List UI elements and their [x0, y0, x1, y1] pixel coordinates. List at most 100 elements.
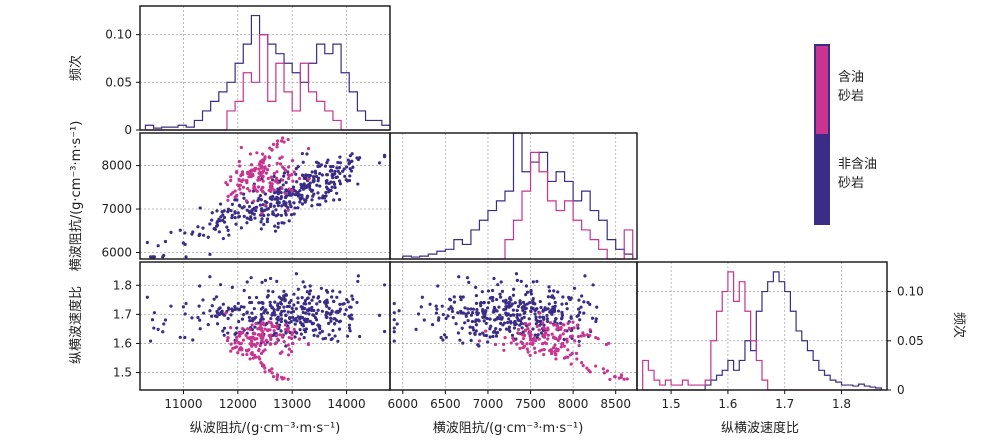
scatter-point-is-vr-non-321	[477, 319, 481, 323]
scatter-point-is-vr-oil-414	[613, 375, 617, 379]
scatter-point-is-vr-non-178	[582, 300, 586, 304]
leg-non-line-1: 砂岩	[838, 176, 864, 191]
scatter-point-ip-is-non-149	[202, 233, 206, 237]
scatter-point-ip-vr-non-324	[221, 329, 225, 333]
scatter-point-ip-vr-oil-539	[286, 326, 291, 330]
scatter-point-ip-vr-oil-490	[290, 336, 294, 341]
scatter-point-is-vr-non-212	[459, 309, 463, 313]
scatter-point-is-vr-non-253	[477, 344, 481, 348]
scatter-point-ip-is-oil-421	[272, 171, 276, 176]
scatter-point-ip-is-non-159	[265, 220, 270, 224]
scatter-point-is-vr-oil-456	[521, 336, 526, 341]
scatter-point-is-vr-oil-517	[556, 347, 560, 352]
scatter-point-ip-is-non-246	[329, 188, 333, 193]
scatter-point-is-vr-non-175	[491, 334, 495, 339]
scatter-point-is-vr-non-327	[509, 304, 513, 308]
scatter-point-is-vr-non-230	[454, 322, 458, 326]
scatter-point-ip-vr-oil-437	[282, 340, 286, 344]
scatter-point-ip-is-non-326	[332, 172, 336, 177]
scatter-point-is-vr-oil-451	[523, 321, 528, 326]
panel-frame-s10	[139, 132, 391, 260]
scatter-point-is-vr-oil-470	[546, 333, 550, 337]
scatter-point-ip-is-oil-413	[271, 142, 276, 147]
scatter-point-ip-is-non-202	[293, 206, 297, 210]
scatter-point-ip-is-oil-530	[261, 170, 265, 174]
scatter-point-ip-vr-non-357	[349, 313, 354, 317]
scatter-point-ip-vr-oil-513	[280, 350, 284, 354]
scatter-point-is-vr-non-270	[534, 315, 538, 319]
scatter-point-ip-vr-non-232	[214, 295, 219, 299]
scatter-point-is-vr-non-286	[474, 301, 479, 306]
scatter-point-ip-is-oil-429	[306, 177, 311, 181]
scatter-point-ip-is-non-105	[288, 200, 292, 204]
scatter-point-is-vr-oil-417	[617, 376, 621, 380]
scatter-point-ip-vr-non-211	[333, 322, 337, 326]
scatter-point-is-vr-oil-537	[538, 311, 542, 315]
scatter-point-ip-is-oil-419	[286, 137, 290, 142]
scatter-point-ip-vr-non-192	[308, 284, 312, 288]
scatter-point-ip-is-non-341	[284, 195, 288, 200]
scatter-point-ip-is-non-353	[282, 221, 286, 225]
scatter-point-ip-is-non-210	[298, 188, 302, 193]
scatter-point-ip-vr-non-235	[347, 314, 351, 318]
scatter-point-ip-is-non-158	[356, 182, 360, 186]
scatter-point-is-vr-non-247	[476, 311, 480, 315]
scatter-point-ip-is-non-370	[275, 195, 279, 199]
scatter-point-ip-is-non-278	[337, 179, 342, 183]
scatter-point-is-vr-oil-489	[535, 324, 539, 329]
scatter-point-ip-is-non-35	[287, 219, 291, 223]
scatter-point-is-vr-non-18	[489, 324, 493, 328]
scatter-point-ip-vr-oil-402	[258, 357, 262, 361]
scatter-point-ip-vr-non-176	[235, 307, 239, 311]
scatter-point-ip-is-non-360	[291, 192, 295, 196]
scatter-point-ip-vr-non-260	[245, 280, 249, 284]
scatter-point-ip-vr-non-59	[196, 315, 200, 320]
scatter-point-ip-vr-non-61	[338, 302, 342, 306]
scatter-point-ip-vr-non-152	[198, 318, 202, 322]
scatter-point-ip-vr-oil-495	[272, 329, 276, 333]
scatter-point-is-vr-non-52	[456, 331, 461, 335]
scatter-point-ip-vr-non-321	[250, 319, 255, 323]
scatter-point-ip-vr-non-292	[288, 316, 292, 321]
scatter-point-ip-vr-oil-489	[270, 324, 274, 329]
scatter-point-ip-is-non-299	[219, 215, 223, 219]
scatter-point-ip-is-non-45	[249, 217, 253, 222]
scatter-point-ip-vr-oil-534	[251, 336, 255, 340]
scatter-point-ip-is-non-338	[263, 199, 267, 204]
scatter-point-ip-is-oil-507	[292, 170, 296, 174]
scatter-point-is-vr-non-252	[510, 333, 515, 337]
scatter-point-ip-vr-non-299	[219, 310, 223, 315]
scatter-point-ip-vr-non-349	[284, 313, 288, 317]
scatter-point-ip-is-oil-415	[279, 139, 284, 143]
scatter-point-is-vr-non-70	[450, 309, 455, 314]
scatter-point-ip-vr-non-269	[247, 295, 252, 300]
legend-swatch-non-oil	[815, 134, 829, 224]
scatter-point-is-vr-non-367	[487, 301, 491, 305]
scatter-point-ip-vr-non-326	[332, 317, 336, 321]
scatter-point-ip-vr-non-278	[337, 309, 342, 313]
scatter-point-is-vr-non-0	[545, 317, 549, 321]
scatter-point-ip-vr-non-178	[346, 300, 350, 304]
scatter-point-ip-is-oil-492	[261, 161, 265, 165]
scatter-point-is-vr-oil-499	[571, 320, 575, 324]
scatter-point-ip-is-non-112	[276, 225, 280, 229]
scatter-point-is-vr-non-271	[538, 299, 542, 304]
scatter-point-ip-is-non-255	[298, 197, 303, 201]
scatter-point-ip-vr-non-363	[247, 315, 251, 319]
scatter-point-ip-vr-non-65	[356, 274, 360, 278]
scatter-point-ip-vr-oil-521	[290, 331, 295, 335]
scatter-point-is-vr-non-72	[474, 285, 478, 289]
scatter-point-is-vr-non-203	[490, 288, 495, 293]
scatter-point-is-vr-oil-382	[509, 341, 513, 345]
scatter-point-ip-is-non-225	[320, 196, 324, 200]
scatter-point-ip-vr-oil-536	[287, 353, 291, 357]
scatter-point-ip-vr-non-185	[145, 295, 149, 299]
scatter-point-ip-is-non-365	[347, 161, 352, 165]
scatter-point-ip-is-non-222	[279, 194, 284, 199]
tick-label-y-freq-left-0: 0	[124, 123, 132, 137]
scatter-point-is-vr-oil-392	[542, 348, 546, 352]
scatter-point-is-vr-non-365	[576, 326, 580, 330]
scatter-point-ip-vr-non-368	[259, 318, 263, 322]
scatter-point-ip-vr-non-325	[287, 301, 292, 305]
scatter-point-is-vr-non-198	[430, 322, 435, 327]
